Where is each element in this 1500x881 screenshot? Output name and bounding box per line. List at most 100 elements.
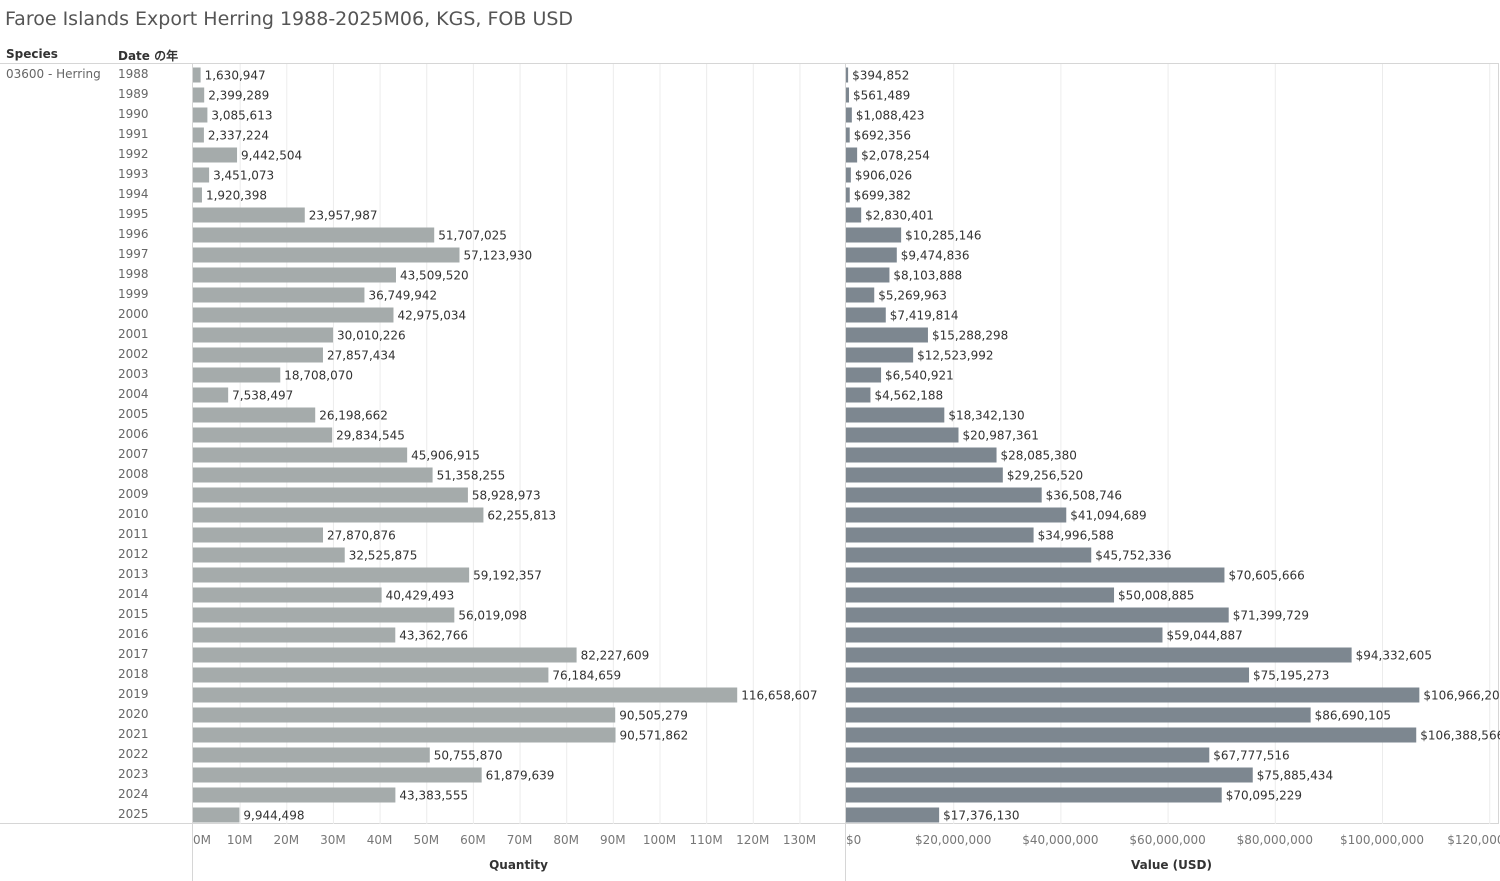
quantity-bar (193, 247, 460, 263)
quantity-value-label: 42,975,034 (397, 309, 466, 323)
value-bar (846, 667, 1250, 683)
value-bar (846, 167, 851, 183)
year-label: 2006 (118, 427, 149, 441)
quantity-bar (193, 507, 484, 523)
value-bar (846, 67, 849, 83)
quantity-bar (193, 447, 408, 463)
quantity-axis-title: Quantity (489, 858, 548, 872)
quantity-tick-label: 40M (367, 833, 393, 847)
value-bar (846, 287, 875, 303)
value-bar (846, 127, 850, 143)
date-header[interactable]: Date の年 (118, 49, 179, 63)
value-bar (846, 607, 1229, 623)
year-label: 1991 (118, 127, 149, 141)
value-bar (846, 107, 852, 123)
value-bar (846, 727, 1417, 743)
quantity-value-label: 9,442,504 (241, 149, 302, 163)
quantity-bar (193, 127, 204, 143)
value-bar (846, 767, 1253, 783)
value-bar (846, 407, 945, 423)
year-label: 1999 (118, 287, 149, 301)
quantity-value-label: 76,184,659 (552, 669, 621, 683)
quantity-bar (193, 687, 738, 703)
quantity-bar (193, 347, 323, 363)
value-value-label: $106,966,205 (1423, 689, 1500, 703)
value-value-label: $45,752,336 (1095, 549, 1171, 563)
quantity-tick-label: 100M (643, 833, 676, 847)
quantity-value-label: 116,658,607 (741, 689, 817, 703)
value-value-label: $1,088,423 (856, 109, 925, 123)
quantity-value-label: 50,755,870 (434, 749, 503, 763)
year-label: 1990 (118, 107, 149, 121)
quantity-tick-label: 120M (736, 833, 769, 847)
chart-title: Faroe Islands Export Herring 1988-2025M0… (5, 8, 574, 30)
value-tick-label: $60,000,000 (1129, 833, 1205, 847)
value-bar (846, 547, 1092, 563)
value-value-label: $41,094,689 (1070, 509, 1146, 523)
year-label: 2022 (118, 747, 149, 761)
species-header[interactable]: Species (6, 47, 58, 61)
quantity-tick-label: 130M (783, 833, 816, 847)
year-label: 1993 (118, 167, 149, 181)
value-value-label: $75,195,273 (1253, 669, 1329, 683)
quantity-tick-label: 50M (413, 833, 439, 847)
value-bar (846, 487, 1042, 503)
quantity-value-label: 3,451,073 (213, 169, 274, 183)
quantity-tick-label: 30M (320, 833, 346, 847)
year-label: 2024 (118, 787, 149, 801)
value-value-label: $906,026 (855, 169, 912, 183)
quantity-value-label: 61,879,639 (486, 769, 555, 783)
value-value-label: $106,388,566 (1420, 729, 1500, 743)
quantity-bar (193, 367, 281, 383)
quantity-tick-label: 90M (600, 833, 626, 847)
year-label: 2020 (118, 707, 149, 721)
quantity-bar (193, 87, 205, 103)
quantity-bar (193, 187, 202, 203)
value-bar (846, 627, 1163, 643)
quantity-bar (193, 707, 616, 723)
quantity-value-label: 40,429,493 (386, 589, 455, 603)
year-label: 2023 (118, 767, 149, 781)
quantity-bar (193, 787, 396, 803)
year-label: 2002 (118, 347, 149, 361)
year-label: 2003 (118, 367, 149, 381)
year-label: 1998 (118, 267, 149, 281)
quantity-value-label: 45,906,915 (411, 449, 480, 463)
value-bar (846, 427, 959, 443)
quantity-tick-label: 80M (553, 833, 579, 847)
value-bar (846, 507, 1067, 523)
quantity-value-label: 59,192,357 (473, 569, 542, 583)
value-bar (846, 687, 1420, 703)
quantity-value-label: 27,870,876 (327, 529, 396, 543)
quantity-value-label: 43,509,520 (400, 269, 469, 283)
quantity-bar (193, 327, 333, 343)
value-bar (846, 227, 902, 243)
value-tick-label: $20,000,000 (915, 833, 991, 847)
value-bar (846, 447, 997, 463)
quantity-value-label: 58,928,973 (472, 489, 541, 503)
quantity-value-label: 57,123,930 (463, 249, 532, 263)
quantity-bar (193, 107, 208, 123)
quantity-bar (193, 587, 382, 603)
quantity-bar (193, 227, 435, 243)
value-value-label: $71,399,729 (1233, 609, 1309, 623)
quantity-tick-label: 110M (690, 833, 723, 847)
quantity-value-label: 29,834,545 (336, 429, 405, 443)
value-bar (846, 787, 1222, 803)
quantity-bar (193, 747, 430, 763)
value-bar (846, 147, 858, 163)
value-tick-label: $0 (846, 833, 861, 847)
quantity-bar (193, 567, 470, 583)
quantity-bar (193, 527, 324, 543)
year-label: 1988 (118, 67, 149, 81)
quantity-value-label: 51,358,255 (437, 469, 506, 483)
value-bar (846, 347, 914, 363)
quantity-bar (193, 427, 333, 443)
quantity-tick-label: 70M (507, 833, 533, 847)
value-value-label: $36,508,746 (1046, 489, 1122, 503)
year-label: 2019 (118, 687, 149, 701)
value-bar (846, 187, 850, 203)
quantity-value-label: 26,198,662 (319, 409, 388, 423)
value-value-label: $75,885,434 (1257, 769, 1333, 783)
